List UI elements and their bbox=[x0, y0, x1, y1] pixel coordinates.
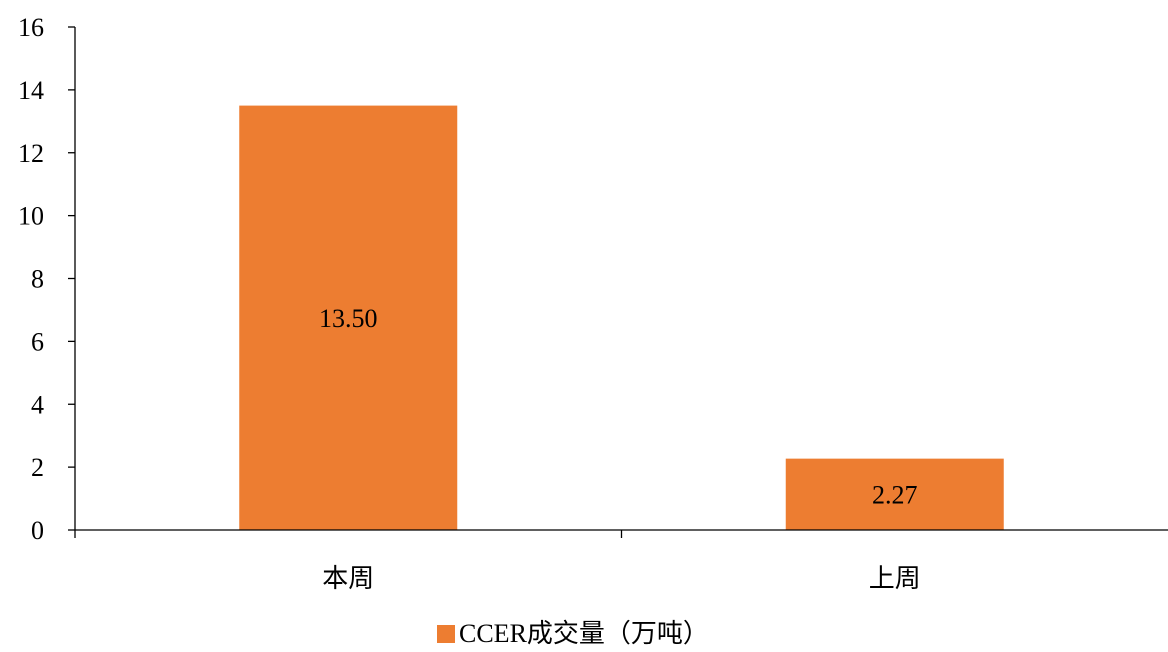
bar-series bbox=[239, 105, 1004, 530]
bar bbox=[785, 458, 1004, 530]
y-tick-label: 0 bbox=[31, 516, 44, 545]
y-tick-label: 10 bbox=[18, 202, 44, 231]
y-tick-label: 16 bbox=[18, 13, 44, 42]
legend-swatch bbox=[437, 625, 455, 643]
x-category-label: 本周 bbox=[322, 564, 374, 593]
x-axis-ticks: 本周 上周 bbox=[74, 530, 921, 593]
data-labels: 13.50 2.27 bbox=[319, 304, 918, 510]
y-tick-label: 6 bbox=[31, 327, 44, 356]
bar-value-label: 13.50 bbox=[319, 304, 378, 333]
y-axis-ticks: 0 2 4 6 8 10 12 14 16 bbox=[18, 13, 75, 545]
bar bbox=[239, 105, 458, 530]
legend-label: CCER成交量（万吨） bbox=[459, 619, 709, 647]
y-tick-label: 4 bbox=[31, 390, 44, 419]
y-tick-label: 2 bbox=[31, 453, 44, 482]
x-category-label: 上周 bbox=[869, 564, 921, 593]
y-tick-label: 14 bbox=[18, 76, 44, 105]
bar-value-label: 2.27 bbox=[872, 480, 918, 509]
y-tick-label: 12 bbox=[18, 139, 44, 168]
legend: CCER成交量（万吨） bbox=[437, 619, 709, 648]
y-tick-label: 8 bbox=[31, 265, 44, 294]
axes bbox=[74, 27, 1168, 531]
